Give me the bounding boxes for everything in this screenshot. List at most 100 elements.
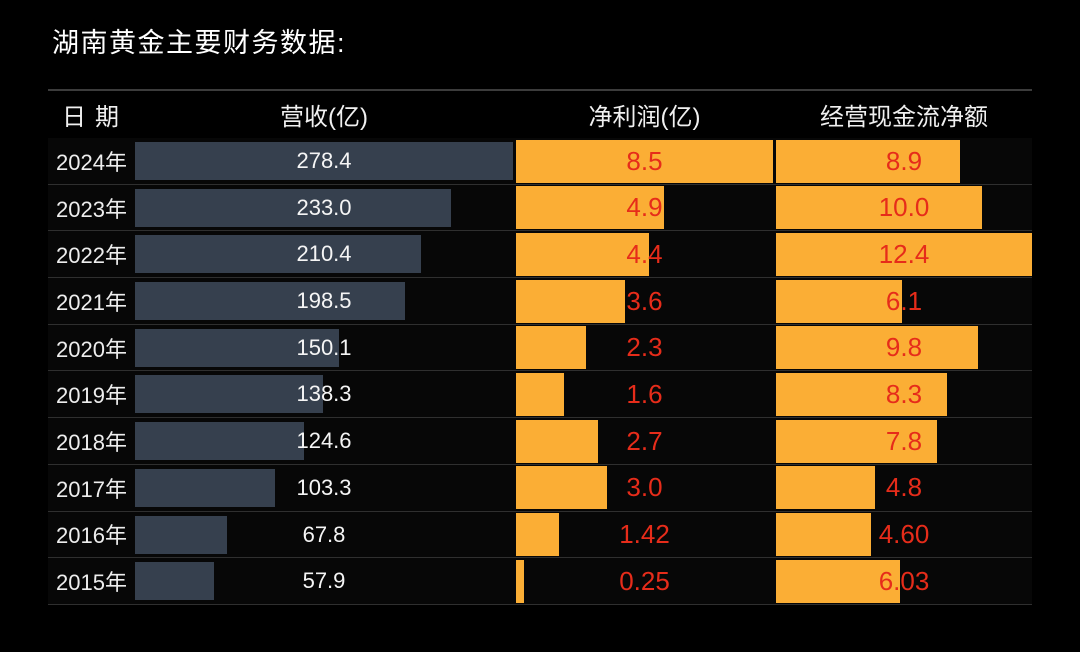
net-profit-bar xyxy=(516,419,598,463)
cash-flow-bar xyxy=(776,186,983,230)
row-year-label: 2015年 xyxy=(56,570,127,596)
cash-flow-value: 10.0 xyxy=(878,192,930,223)
net-profit-value: 1.42 xyxy=(619,519,670,549)
net-profit-value: 2.7 xyxy=(626,425,663,456)
revenue-bar xyxy=(135,142,513,180)
cash-flow-value: 4.60 xyxy=(878,519,930,549)
net-profit-cell: 8.5 xyxy=(516,139,773,183)
table-header-row: 日期 营收(亿) 净利润(亿) 经营现金流净额 xyxy=(48,91,1032,138)
revenue-value: 138.3 xyxy=(296,381,352,407)
revenue-bar xyxy=(135,235,421,274)
net-profit-cell: 3.6 xyxy=(516,279,773,323)
row-year-label: 2017年 xyxy=(56,476,127,502)
cash-flow-cell: 4.60 xyxy=(776,513,1032,556)
row-year-label: 2023年 xyxy=(56,196,127,222)
net-profit-bar xyxy=(516,326,586,370)
cash-flow-value: 8.9 xyxy=(885,145,923,176)
revenue-bar xyxy=(135,562,214,601)
net-profit-value: 8.5 xyxy=(626,145,663,176)
table-row: 2017年 103.3 3.0 4.8 xyxy=(48,464,1032,512)
cash-flow-bar xyxy=(776,232,1032,276)
cash-flow-cell: 10.0 xyxy=(776,186,1032,230)
net-profit-cell: 0.25 xyxy=(516,559,773,603)
cash-flow-bar xyxy=(776,513,871,556)
net-profit-value: 0.25 xyxy=(619,565,670,596)
cash-flow-bar xyxy=(776,139,960,183)
revenue-bar xyxy=(135,375,323,414)
row-year-label: 2021年 xyxy=(56,289,127,315)
revenue-cell: 57.9 xyxy=(135,560,513,603)
revenue-cell: 233.0 xyxy=(135,186,513,229)
cash-flow-bar xyxy=(776,279,902,323)
table-row: 2022年 210.4 4.4 12.4 xyxy=(48,231,1032,279)
table-row: 2020年 150.1 2.3 9.8 xyxy=(48,324,1032,372)
row-year-label: 2024年 xyxy=(56,149,127,175)
cash-flow-bar xyxy=(776,559,901,603)
row-year-label: 2022年 xyxy=(56,243,127,269)
revenue-cell: 138.3 xyxy=(135,373,513,416)
revenue-value: 210.4 xyxy=(296,241,352,267)
net-profit-value: 2.3 xyxy=(626,332,663,363)
net-profit-bar xyxy=(516,513,559,556)
revenue-value: 150.1 xyxy=(296,334,352,360)
page-title: 湖南黄金主要财务数据: xyxy=(52,28,347,58)
net-profit-cell: 1.6 xyxy=(516,372,773,416)
cash-flow-bar xyxy=(776,372,948,416)
cash-flow-value: 9.8 xyxy=(885,332,923,363)
row-year-label: 2016年 xyxy=(56,523,127,549)
header-revenue: 营收(亿) xyxy=(280,104,368,131)
net-profit-value: 3.6 xyxy=(626,285,663,316)
cash-flow-cell: 12.4 xyxy=(776,232,1032,276)
net-profit-cell: 4.9 xyxy=(516,186,773,230)
net-profit-bar xyxy=(516,372,565,416)
revenue-cell: 150.1 xyxy=(135,326,513,369)
revenue-bar xyxy=(135,468,276,507)
cash-flow-bar xyxy=(776,419,938,463)
revenue-cell: 124.6 xyxy=(135,420,513,463)
cash-flow-cell: 6.03 xyxy=(776,559,1032,603)
table-row: 2023年 233.0 4.9 10.0 xyxy=(48,184,1032,232)
net-profit-bar xyxy=(516,186,665,230)
header-net-profit: 净利润(亿) xyxy=(588,104,701,131)
header-date: 日期 xyxy=(62,104,128,131)
net-profit-value: 4.9 xyxy=(626,192,663,223)
table-row: 2016年 67.8 1.42 4.60 xyxy=(48,511,1032,559)
revenue-bar xyxy=(135,328,339,367)
revenue-value: 103.3 xyxy=(296,474,352,500)
cash-flow-cell: 8.9 xyxy=(776,139,1032,183)
revenue-value: 278.4 xyxy=(296,148,352,173)
net-profit-bar xyxy=(516,559,524,603)
table-row: 2024年 278.4 8.5 8.9 xyxy=(48,138,1032,185)
row-year-label: 2019年 xyxy=(56,383,127,409)
net-profit-cell: 2.7 xyxy=(516,419,773,463)
net-profit-cell: 4.4 xyxy=(516,232,773,276)
cash-flow-cell: 7.8 xyxy=(776,419,1032,463)
table-rows: 2024年 278.4 8.5 8.9 2023年 233.0 4.9 10.0 xyxy=(48,138,1032,605)
financial-table: 日期 营收(亿) 净利润(亿) 经营现金流净额 2024年 278.4 8.5 … xyxy=(48,89,1032,605)
cash-flow-bar xyxy=(776,466,876,510)
row-year-label: 2020年 xyxy=(56,336,127,362)
revenue-value: 233.0 xyxy=(296,194,352,220)
cash-flow-bar xyxy=(776,326,979,370)
net-profit-value: 1.6 xyxy=(626,378,663,409)
cash-flow-cell: 4.8 xyxy=(776,466,1032,510)
net-profit-cell: 1.42 xyxy=(516,513,773,556)
table-row: 2019年 138.3 1.6 8.3 xyxy=(48,371,1032,419)
cash-flow-value: 7.8 xyxy=(885,425,923,456)
cash-flow-value: 12.4 xyxy=(878,238,930,269)
table-row: 2021年 198.5 3.6 6.1 xyxy=(48,278,1032,325)
revenue-cell: 278.4 xyxy=(135,140,513,183)
header-cash-flow: 经营现金流净额 xyxy=(820,104,988,131)
revenue-value: 198.5 xyxy=(296,288,352,314)
table-row: 2018年 124.6 2.7 7.8 xyxy=(48,418,1032,465)
revenue-cell: 67.8 xyxy=(135,513,513,556)
cash-flow-value: 8.3 xyxy=(885,378,923,409)
revenue-bar xyxy=(135,515,228,554)
cash-flow-cell: 8.3 xyxy=(776,372,1032,416)
revenue-value: 57.9 xyxy=(302,568,346,594)
net-profit-bar xyxy=(516,466,607,510)
cash-flow-value: 6.03 xyxy=(878,565,930,596)
net-profit-bar xyxy=(516,139,773,183)
revenue-bar xyxy=(135,422,305,461)
